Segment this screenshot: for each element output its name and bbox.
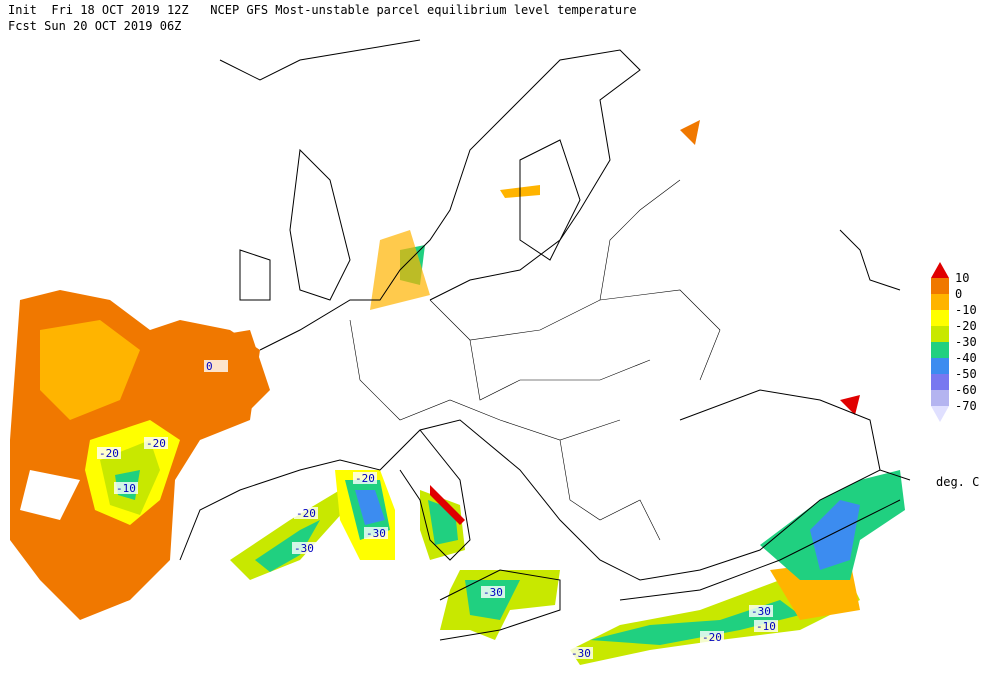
contour-label-bg <box>364 527 388 539</box>
contour-label: -30 <box>483 586 503 599</box>
shading <box>10 120 905 665</box>
contour-label: -30 <box>294 542 314 555</box>
legend-label: -50 <box>955 367 977 381</box>
contour-label-bg <box>353 472 377 484</box>
contour-label-bg <box>294 507 318 519</box>
contour-label: -10 <box>756 620 776 633</box>
legend-swatch <box>931 358 949 374</box>
coastlines <box>179 39 911 641</box>
legend-label: -40 <box>955 351 977 365</box>
legend-label: -30 <box>955 335 977 349</box>
title: Init Fri 18 OCT 2019 12Z NCEP GFS Most-u… <box>8 3 637 17</box>
contour-label: -20 <box>702 631 722 644</box>
legend: 10 0 -10 -20 -30 -40 -50 -60 -70 deg. C <box>931 262 979 489</box>
contour-label-bg <box>749 605 773 617</box>
legend-swatch <box>931 310 949 326</box>
contour-label: 0 <box>206 360 213 373</box>
contour-label: -30 <box>366 527 386 540</box>
contour-label-bg <box>569 647 593 659</box>
contour-label: -20 <box>296 507 316 520</box>
subtitle: Fcst Sun 20 OCT 2019 06Z <box>8 19 181 33</box>
contour-label-bg <box>144 437 168 449</box>
legend-swatch <box>931 278 949 294</box>
contour-label: -20 <box>355 472 375 485</box>
contour-label: -30 <box>571 647 591 660</box>
legend-swatch <box>931 342 949 358</box>
contour-label-bg <box>292 542 316 554</box>
contour-label: -20 <box>146 437 166 450</box>
contour-labels: 0 -20 -20 -10 -20 -20 -30 -30 -30 -30 -10 -20 -30 <box>97 360 778 660</box>
legend-unit: deg. C <box>936 475 979 489</box>
contour-label: -10 <box>116 482 136 495</box>
contour-label-bg <box>204 360 228 372</box>
contour-label: -20 <box>99 447 119 460</box>
contour-label-bg <box>754 620 778 632</box>
legend-arrow <box>931 262 949 278</box>
contour-label-bg <box>700 631 724 643</box>
contour-label-bg <box>97 447 121 459</box>
legend-swatch <box>931 326 949 342</box>
legend-label: 10 <box>955 271 969 285</box>
legend-label: -70 <box>955 399 977 413</box>
legend-label: -20 <box>955 319 977 333</box>
legend-label: 0 <box>955 287 962 301</box>
legend-label: -10 <box>955 303 977 317</box>
contour-label: -30 <box>751 605 771 618</box>
legend-label: -60 <box>955 383 977 397</box>
legend-swatch <box>931 390 949 406</box>
legend-arrow <box>931 406 949 422</box>
legend-swatch <box>931 374 949 390</box>
contour-label-bg <box>114 482 138 494</box>
legend-swatch <box>931 294 949 310</box>
contour-label-bg <box>481 586 505 598</box>
